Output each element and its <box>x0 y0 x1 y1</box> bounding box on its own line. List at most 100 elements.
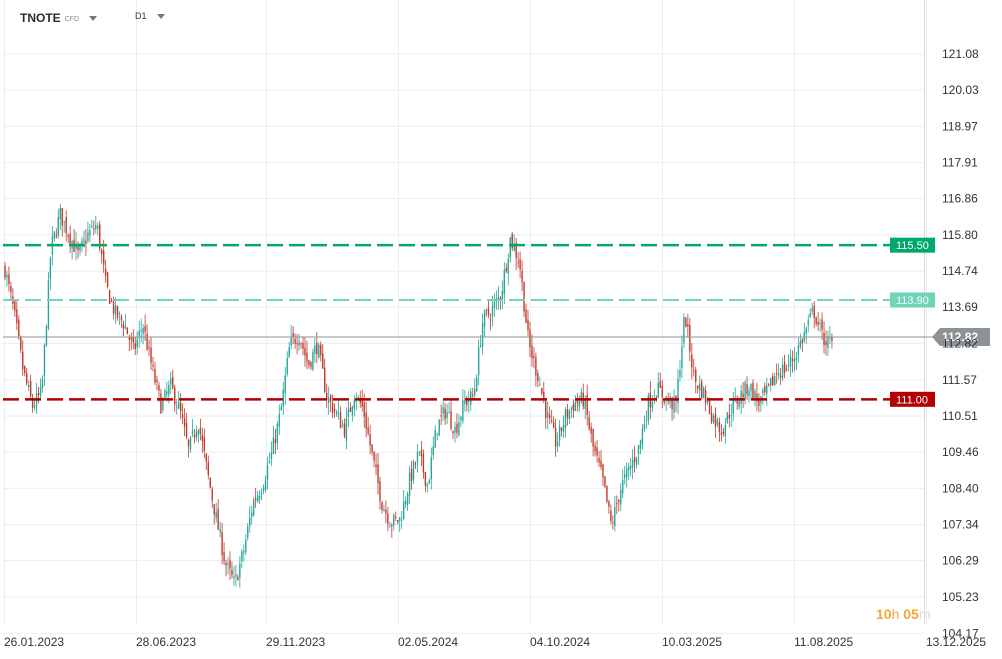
candle-body <box>316 342 318 355</box>
candle-body <box>351 406 354 416</box>
candle-body <box>112 299 115 314</box>
current-price-label: 112.82 <box>942 330 978 344</box>
candle-body <box>363 402 365 417</box>
candle-body <box>533 355 535 358</box>
candle-body <box>318 344 320 358</box>
candle-body <box>550 420 553 422</box>
candle-body <box>815 317 817 325</box>
y-tick-label: 109.46 <box>942 445 979 459</box>
candle-body <box>41 379 44 389</box>
candle-body <box>554 427 557 447</box>
candle-body <box>402 501 405 520</box>
candle-body <box>353 399 356 409</box>
candle-body <box>343 423 346 437</box>
candle-body <box>746 384 748 395</box>
candle-body <box>568 410 571 420</box>
candle-body <box>547 412 549 418</box>
candle-body <box>274 439 277 444</box>
candle-body <box>454 426 456 433</box>
candle-body <box>558 425 561 441</box>
candle-body <box>706 399 709 403</box>
candle-body <box>130 337 133 340</box>
candle-body <box>146 333 148 350</box>
candle-body <box>618 500 620 502</box>
candle-body <box>193 434 196 437</box>
candle-body <box>191 430 194 434</box>
candle-body <box>288 347 290 358</box>
x-tick-label: 04.10.2024 <box>530 635 590 649</box>
candle-body <box>809 312 811 317</box>
candle-body <box>612 522 614 524</box>
candle-body <box>158 385 160 391</box>
candle-body <box>531 345 533 359</box>
candle-body <box>16 309 18 324</box>
candle-body <box>541 388 543 394</box>
symbol-selector[interactable]: TNOTE CFD <box>20 11 98 25</box>
candle-body <box>493 301 496 308</box>
candle-body <box>99 224 101 249</box>
candle-body <box>347 409 350 417</box>
candle-body <box>438 419 440 436</box>
candle-body <box>549 415 551 419</box>
candle-body <box>31 398 34 408</box>
x-tick-label: 10.03.2025 <box>662 635 722 649</box>
candle-body <box>805 328 807 334</box>
candle-body <box>187 439 190 446</box>
candle-body <box>49 257 52 279</box>
candle-body <box>475 377 478 392</box>
timer-minutes: 05 <box>903 606 919 622</box>
current-price-tag <box>932 327 990 346</box>
candle-body <box>341 424 344 426</box>
candle-body <box>284 375 286 394</box>
candle-body <box>102 250 105 265</box>
candle-body <box>339 412 342 429</box>
candle-body <box>124 325 127 329</box>
candle-body <box>610 510 612 522</box>
timer-minutes-unit: m <box>918 606 931 622</box>
candle-body <box>229 560 231 569</box>
y-tick-label: 106.29 <box>942 554 979 568</box>
x-tick-label: 02.05.2024 <box>398 635 458 649</box>
timeframe-dropdown-icon[interactable] <box>156 13 165 19</box>
candle-body <box>773 376 776 386</box>
candle-body <box>464 400 466 405</box>
candle-body <box>160 393 162 414</box>
candle-body <box>722 431 725 434</box>
candle-body <box>683 317 685 344</box>
candle-body <box>118 313 121 315</box>
candle-body <box>282 389 284 407</box>
candle-body <box>596 447 598 456</box>
candle-body <box>424 471 427 486</box>
candle-body <box>432 446 434 456</box>
candle-body <box>122 324 125 329</box>
symbol-dropdown-icon[interactable] <box>89 15 98 21</box>
candle-body <box>97 226 99 229</box>
candle-body <box>624 474 626 478</box>
candle-body <box>791 359 794 361</box>
candle-body <box>150 347 152 364</box>
candle-body <box>521 270 523 283</box>
timeframe-selector[interactable]: D1 <box>135 11 165 21</box>
candle-countdown: 10h 05m <box>876 606 931 622</box>
candle-body <box>529 329 531 348</box>
candle-body <box>580 392 582 402</box>
candle-body <box>243 551 245 553</box>
x-tick-label: 11.08.2025 <box>794 635 853 649</box>
candle-body <box>77 244 79 250</box>
candle-body <box>237 576 239 581</box>
candle-body <box>422 453 425 473</box>
candle-body <box>312 351 314 370</box>
candle-body <box>659 381 661 388</box>
candle-body <box>779 375 782 378</box>
candle-body <box>689 324 691 352</box>
candle-body <box>134 343 136 350</box>
candle-body <box>91 225 93 227</box>
x-tick-label: 28.06.2023 <box>136 635 196 649</box>
candle-body <box>110 300 113 302</box>
candle-body <box>227 563 229 565</box>
candle-body <box>472 394 474 396</box>
candle-body <box>361 399 363 407</box>
candle-body <box>446 411 448 418</box>
candle-body <box>256 495 259 502</box>
